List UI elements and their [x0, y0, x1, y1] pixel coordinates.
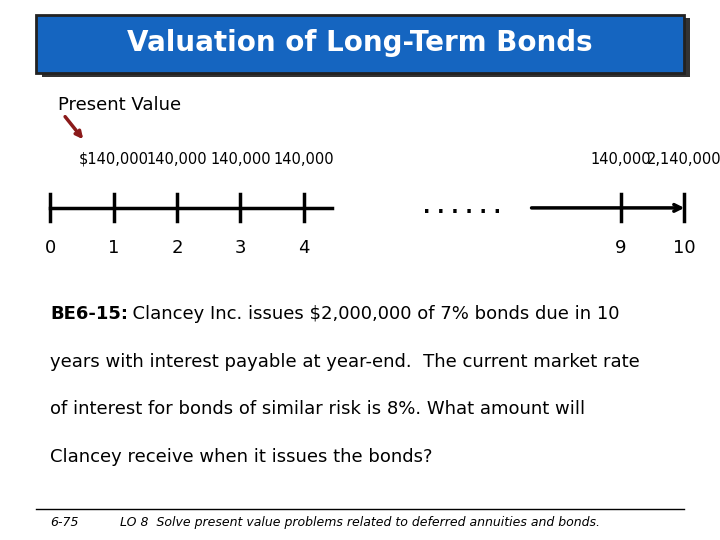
Text: Present Value: Present Value: [58, 96, 181, 114]
Text: 1: 1: [108, 239, 120, 258]
Text: Valuation of Long-Term Bonds: Valuation of Long-Term Bonds: [127, 29, 593, 57]
Text: 3: 3: [235, 239, 246, 258]
FancyBboxPatch shape: [42, 18, 690, 77]
Text: Clancey Inc. issues $2,000,000 of 7% bonds due in 10: Clancey Inc. issues $2,000,000 of 7% bon…: [121, 305, 619, 323]
Text: 2,140,000: 2,140,000: [647, 152, 720, 167]
Text: 140,000: 140,000: [590, 152, 651, 167]
Text: 10: 10: [672, 239, 696, 258]
FancyBboxPatch shape: [36, 15, 684, 73]
Text: 4: 4: [298, 239, 310, 258]
Text: 140,000: 140,000: [147, 152, 207, 167]
Text: . . . . . .: . . . . . .: [423, 198, 501, 218]
Text: 140,000: 140,000: [210, 152, 271, 167]
Text: 0: 0: [45, 239, 56, 258]
Text: years with interest payable at year-end.  The current market rate: years with interest payable at year-end.…: [50, 353, 640, 370]
Text: Clancey receive when it issues the bonds?: Clancey receive when it issues the bonds…: [50, 448, 433, 465]
Text: of interest for bonds of similar risk is 8%. What amount will: of interest for bonds of similar risk is…: [50, 400, 585, 418]
Text: $140,000: $140,000: [78, 152, 149, 167]
Text: 2: 2: [171, 239, 183, 258]
Text: BE6-15:: BE6-15:: [50, 305, 128, 323]
Text: 6-75: 6-75: [50, 516, 79, 529]
Text: 140,000: 140,000: [274, 152, 334, 167]
Text: 9: 9: [615, 239, 626, 258]
Text: LO 8  Solve present value problems related to deferred annuities and bonds.: LO 8 Solve present value problems relate…: [120, 516, 600, 529]
